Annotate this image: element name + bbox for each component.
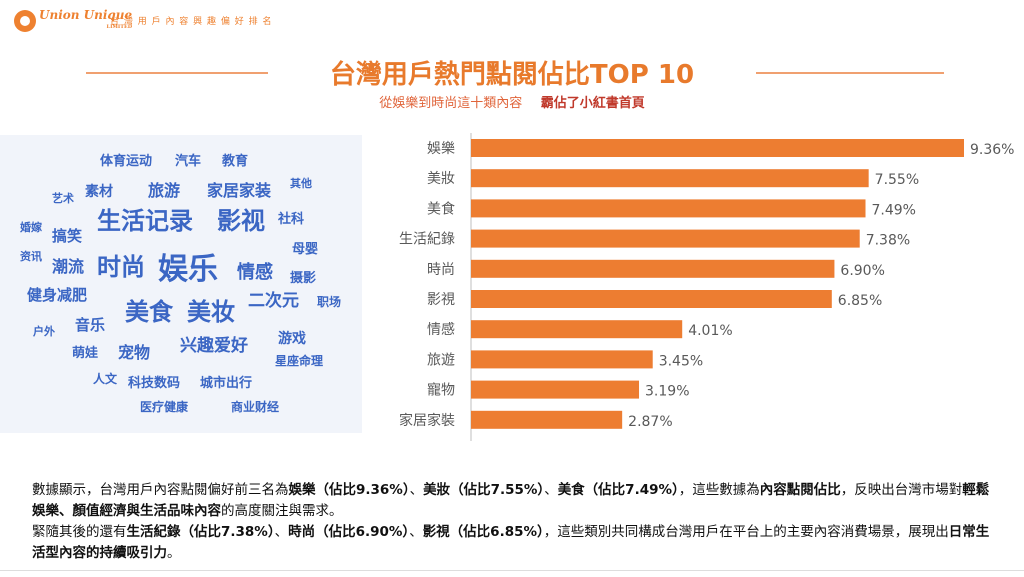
data-label: 7.49% [872, 202, 916, 218]
data-label: 6.85% [838, 293, 882, 309]
word-cloud-term: 时尚 [97, 253, 145, 281]
word-cloud-term: 兴趣爱好 [180, 336, 248, 356]
title-divider-right [756, 72, 944, 74]
word-cloud-term: 健身减肥 [27, 286, 88, 304]
word-cloud-term: 体育运动 [100, 154, 153, 169]
bar [471, 229, 860, 248]
word-cloud-term: 生活记录 [97, 207, 193, 235]
word-cloud-term: 母婴 [292, 242, 319, 257]
logo-text: Union Unique LIMITED [39, 8, 133, 30]
word-cloud-term: 美妆 [187, 298, 235, 326]
bar [471, 320, 683, 339]
bar-chart: 娛樂 9.36% 美妝 7.55% 美食 7.49% 生活紀錄 7.38% 時尚 6.90% 影視 6… [399, 133, 1014, 441]
category-label: 旅遊 [427, 352, 455, 368]
data-label: 3.19% [645, 384, 689, 400]
description: 數據顯示，台灣用戶內容點閱偏好前三名為娛樂（佔比9.36%）、美妝（佔比7.55… [32, 480, 1002, 564]
word-cloud: 体育运动 汽车 教育艺术 素材 旅游 家居家装 其他婚嫁 生活记录 影视 社科搞笑母婴资讯 潮流 时尚… [0, 135, 362, 433]
bar [471, 290, 832, 308]
word-cloud-term: 搞笑 [52, 227, 83, 245]
word-cloud-term: 潮流 [52, 257, 85, 276]
word-cloud-term: 医疗健康 [140, 400, 189, 414]
word-cloud-term: 美食 [125, 298, 173, 326]
word-cloud-term: 婚嫁 [20, 221, 42, 234]
logo-icon [14, 10, 36, 32]
word-cloud-term: 户外 [33, 325, 55, 338]
word-cloud-term: 其他 [290, 177, 312, 190]
word-cloud-term: 旅游 [148, 181, 181, 200]
word-cloud-term: 娱乐 [158, 252, 218, 287]
word-cloud-term: 影视 [217, 207, 265, 235]
word-cloud-term: 游戏 [278, 331, 306, 347]
subtitle-part-b: 霸佔了小紅書首頁 [540, 96, 645, 111]
bar [471, 199, 866, 218]
title-divider-left [86, 72, 268, 74]
category-label: 家居家裝 [399, 412, 455, 429]
data-label: 4.01% [688, 323, 732, 339]
bar [471, 259, 835, 278]
category-label: 美妝 [427, 171, 455, 187]
data-label: 2.87% [628, 414, 672, 430]
word-cloud-term: 星座命理 [275, 354, 324, 368]
word-cloud-term: 二次元 [248, 291, 299, 311]
page-subtitle: 從娛樂到時尚這十類內容 霸佔了小紅書首頁 [0, 92, 1024, 111]
word-cloud-term: 教育 [222, 154, 249, 169]
bar [471, 410, 623, 429]
word-cloud-term: 资讯 [20, 250, 42, 263]
word-cloud-term: 情感 [237, 262, 273, 283]
description-paragraph-1: 數據顯示，台灣用戶內容點閱偏好前三名為娛樂（佔比9.36%）、美妝（佔比7.55… [32, 482, 990, 519]
data-label: 6.90% [840, 263, 884, 279]
footer-divider [0, 570, 1024, 571]
word-cloud-term: 汽车 [175, 154, 202, 169]
bar [471, 169, 869, 188]
word-cloud-term: 音乐 [75, 316, 106, 334]
brand-logo: Union Unique LIMITED [14, 8, 132, 34]
page-title: 台灣用戶熱門點閱佔比TOP 10 [329, 60, 695, 90]
data-label: 9.36% [970, 142, 1014, 158]
word-cloud-term: 宠物 [118, 343, 151, 362]
data-label: 3.45% [659, 353, 703, 369]
subtitle-part-a: 從娛樂到時尚這十類內容 [379, 96, 523, 111]
word-cloud-term: 商业财经 [231, 400, 280, 414]
category-label: 寵物 [427, 382, 455, 399]
category-label: 時尚 [427, 262, 455, 278]
word-cloud-term: 社科 [278, 212, 305, 227]
bar [471, 139, 964, 157]
word-cloud-term: 科技数码 [128, 376, 181, 391]
bar [471, 350, 653, 369]
word-cloud-term: 萌娃 [72, 346, 99, 361]
description-paragraph-2: 緊隨其後的還有生活紀錄（佔比7.38%）、時尚（佔比6.90%）、影視（佔比6.… [32, 524, 990, 561]
word-cloud-term: 城市出行 [200, 376, 253, 391]
word-cloud-term: 职场 [317, 295, 342, 309]
word-cloud-term: 摄影 [290, 271, 317, 286]
word-cloud-term: 家居家装 [207, 181, 272, 200]
bar [471, 380, 640, 399]
word-cloud-term: 艺术 [52, 192, 74, 205]
data-label: 7.38% [866, 233, 910, 249]
category-label: 影視 [427, 292, 455, 308]
data-label: 7.55% [875, 172, 919, 188]
category-label: 美食 [427, 200, 455, 217]
category-label: 情感 [427, 321, 455, 338]
word-cloud-term: 素材 [85, 184, 113, 200]
word-cloud-term: 人文 [93, 372, 118, 386]
category-label: 生活紀錄 [399, 232, 455, 248]
category-label: 娛樂 [427, 140, 455, 157]
brand-tagline: 台 灣 用 戶 內 容 興 趣 偏 好 排 名 [110, 17, 273, 27]
